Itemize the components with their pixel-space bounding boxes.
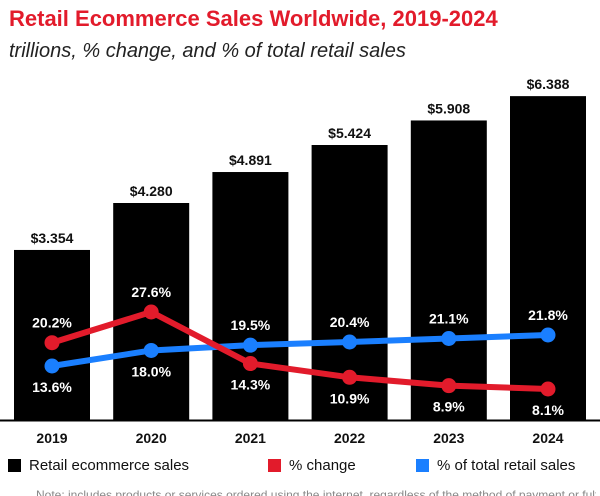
share-value-label-2021: 19.5% (231, 317, 271, 333)
x-tick-label-2021: 2021 (235, 430, 266, 446)
change-point-2020 (143, 304, 159, 320)
bar-value-label-2023: $5.908 (427, 100, 470, 116)
share-point-2019 (44, 358, 60, 374)
bar-value-label-2022: $5.424 (328, 125, 371, 141)
x-tick-label-2019: 2019 (36, 430, 67, 446)
bar-2023 (410, 120, 487, 420)
share-value-label-2023: 21.1% (429, 311, 469, 327)
share-point-2021 (242, 337, 258, 353)
bar-value-label-2019: $3.354 (31, 230, 74, 246)
legend-item-sales: Retail ecommerce sales (8, 456, 189, 474)
share-line (49, 332, 551, 369)
change-point-2022 (342, 369, 358, 385)
chart-plot: $3.354 $4.280 $4.891 $5.424 $5.908 $6.388 2019… (0, 76, 600, 446)
bar-2024 (510, 96, 586, 420)
chart-title: Retail Ecommerce Sales Worldwide, 2019-2… (9, 6, 498, 31)
bar-2021 (212, 172, 289, 420)
legend-label-share: % of total retail sales (437, 456, 576, 474)
legend-swatch-share (416, 458, 429, 472)
change-line (49, 309, 551, 392)
x-tick-label-2024: 2024 (532, 430, 563, 446)
x-tick-label-2023: 2023 (433, 430, 464, 446)
share-point-2022 (342, 334, 358, 350)
bar-value-label-2021: $4.891 (229, 152, 272, 168)
share-value-label-2019: 13.6% (32, 379, 72, 395)
change-point-2019 (44, 335, 60, 351)
legend-item-change: % change (268, 456, 356, 474)
legend-label-change: % change (289, 456, 356, 474)
legend-item-share: % of total retail sales (416, 456, 575, 474)
change-point-2021 (242, 356, 258, 372)
share-point-2023 (441, 331, 457, 346)
legend-label-sales: Retail ecommerce sales (29, 456, 190, 474)
change-point-2023 (441, 378, 457, 394)
x-tick-label-2020: 2020 (136, 430, 167, 446)
share-point-2020 (143, 342, 159, 358)
share-value-label-2022: 20.4% (330, 314, 370, 330)
share-value-label-2024: 21.8% (528, 307, 568, 323)
bar-value-label-2024: $6.388 (527, 76, 570, 92)
legend-swatch-change (268, 458, 281, 472)
change-value-label-2021: 14.3% (231, 377, 271, 393)
chart-subtitle: trillions, % change, and % of total reta… (9, 40, 406, 62)
change-value-label-2022: 10.9% (330, 390, 370, 406)
footnote: Note: includes products or services orde… (36, 488, 596, 496)
change-point-2024 (540, 381, 556, 397)
change-value-label-2019: 20.2% (32, 315, 72, 331)
change-value-label-2020: 27.6% (131, 284, 171, 300)
share-value-label-2020: 18.0% (131, 363, 171, 379)
share-point-2024 (540, 327, 556, 343)
legend-swatch-sales (8, 458, 21, 472)
bar-value-label-2020: $4.280 (130, 183, 173, 199)
x-tick-label-2022: 2022 (334, 430, 365, 446)
change-value-label-2024: 8.1% (532, 402, 564, 418)
change-value-label-2023: 8.9% (433, 399, 465, 415)
